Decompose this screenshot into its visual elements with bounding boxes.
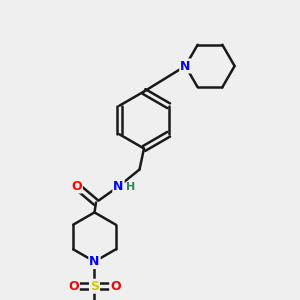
Text: O: O (110, 280, 121, 293)
Text: N: N (113, 179, 124, 193)
Text: S: S (90, 280, 99, 293)
Text: H: H (127, 182, 136, 193)
Text: O: O (71, 179, 82, 193)
Text: N: N (180, 59, 190, 73)
Text: O: O (68, 280, 79, 293)
Text: N: N (89, 255, 100, 268)
